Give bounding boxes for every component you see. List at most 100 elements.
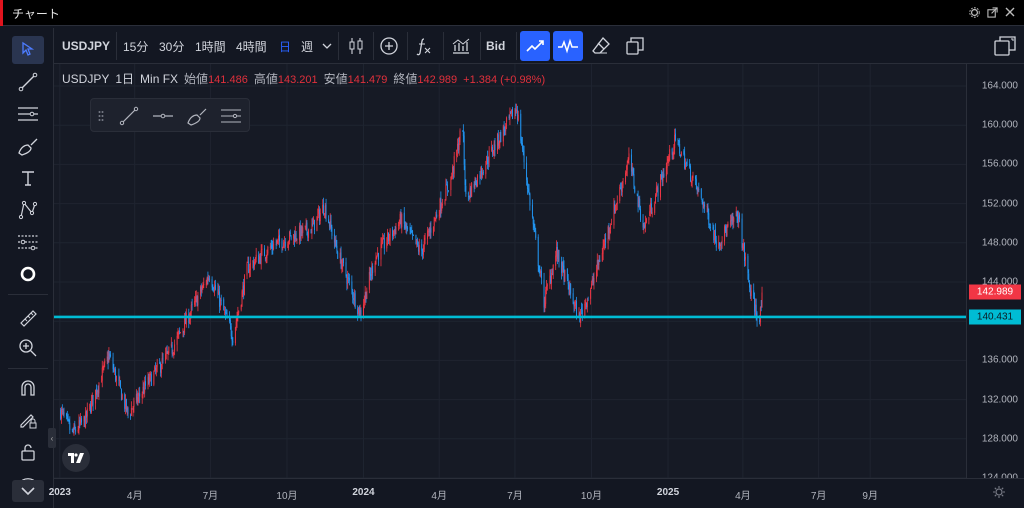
ruler-tool-button[interactable] — [12, 304, 44, 332]
interval-1h-button[interactable]: 1時間 — [195, 39, 226, 54]
float-trend-line-icon[interactable] — [115, 103, 143, 129]
zoom-in-tool-button[interactable] — [12, 334, 44, 362]
candle-body — [217, 289, 219, 295]
text-tool-button[interactable] — [12, 164, 44, 192]
candle-body — [354, 293, 356, 308]
candle-body — [67, 416, 69, 420]
candle-body — [685, 163, 686, 169]
chart-legend: USDJPY 1日 Min FX 始値141.486 高値143.201 安値1… — [62, 70, 545, 87]
candle-body — [410, 231, 412, 232]
lock-drawing-edit-button[interactable] — [12, 406, 44, 434]
price-axis[interactable]: 164.000 160.000 156.000 152.000 148.000 144.0… — [966, 64, 1024, 484]
candle-body — [692, 175, 694, 178]
pulse-chart-icon[interactable] — [553, 31, 583, 61]
trend-chart-icon[interactable] — [520, 31, 550, 61]
interval-15m-button[interactable]: 15分 — [123, 39, 149, 54]
candle-body — [549, 275, 551, 286]
candle-body — [422, 249, 424, 255]
candle-body — [695, 178, 697, 186]
candle-body — [295, 233, 297, 239]
candle-body — [631, 167, 633, 172]
lock-all-button[interactable] — [12, 438, 44, 466]
symbol-search-button[interactable]: USDJPY — [62, 39, 111, 53]
pattern-tool-button[interactable] — [12, 196, 44, 224]
candle-body — [261, 248, 263, 250]
candle-body — [686, 162, 688, 164]
candle-body — [540, 271, 542, 273]
float-horizontal-ray-icon[interactable] — [149, 103, 177, 129]
candle-body — [639, 198, 641, 210]
candle-body — [685, 162, 687, 164]
candle-body — [586, 302, 587, 308]
duplicate-icon[interactable] — [620, 31, 650, 61]
drag-handle-icon[interactable] — [93, 103, 109, 129]
candle-body — [661, 175, 663, 183]
magnet-tool-button[interactable] — [12, 374, 44, 402]
time-axis[interactable]: 2023 4月 7月 10月 2024 4月 7月 10月 2025 4月 7月 9月 — [49, 478, 1024, 508]
eraser-icon[interactable] — [586, 31, 616, 61]
candle-body — [568, 284, 570, 295]
candle-body — [352, 289, 354, 298]
candle-body — [521, 139, 523, 145]
candle-body — [363, 299, 365, 304]
interval-4h-button[interactable]: 4時間 — [236, 39, 267, 54]
horizontal-lines-tool-button[interactable] — [12, 100, 44, 128]
candle-body — [754, 297, 755, 312]
float-lines-icon[interactable] — [217, 103, 245, 129]
indicator-templates-icon[interactable] — [446, 31, 476, 61]
candle-body — [737, 216, 739, 223]
bid-ask-toggle[interactable]: Bid — [486, 39, 506, 53]
candle-body — [341, 264, 343, 269]
chart-pane[interactable] — [54, 64, 966, 478]
settings-icon[interactable] — [968, 5, 980, 19]
brush-tool-button[interactable] — [12, 132, 44, 160]
interval-30m-button[interactable]: 30分 — [159, 39, 185, 54]
legend-low-label: 安値 — [323, 72, 348, 86]
candle-body — [462, 130, 463, 132]
candle-body — [357, 308, 359, 315]
candle-body — [593, 277, 595, 284]
candle-body — [630, 154, 632, 172]
candle-body — [506, 117, 508, 123]
layout-icon[interactable] — [990, 31, 1020, 61]
candle-body — [760, 306, 762, 308]
more-tools-button[interactable] — [12, 480, 44, 502]
candle-body — [224, 310, 226, 311]
indicators-fx-icon[interactable] — [409, 31, 439, 61]
circle-tool-button[interactable] — [12, 260, 44, 288]
candle-body — [502, 126, 504, 142]
candle-body — [324, 205, 326, 213]
candle-body — [742, 246, 744, 249]
legend-symbol[interactable]: USDJPY — [62, 72, 110, 86]
trend-line-tool-button[interactable] — [12, 68, 44, 96]
axis-settings-icon[interactable] — [992, 485, 1006, 504]
candlestick-icon[interactable] — [341, 31, 371, 61]
float-brush-icon[interactable] — [183, 103, 211, 129]
tradingview-logo[interactable] — [62, 444, 90, 472]
candle-body — [634, 186, 636, 193]
collapse-toolbar-button[interactable]: ‹ — [48, 428, 56, 448]
interval-weekly-button[interactable]: 週 — [301, 39, 314, 54]
candle-body — [288, 241, 290, 244]
candle-body — [632, 168, 634, 174]
legend-close-value: 142.989 — [417, 74, 458, 86]
candle-body — [185, 312, 187, 325]
candle-body — [487, 163, 489, 164]
candle-body — [405, 224, 407, 228]
interval-dropdown[interactable] — [322, 28, 332, 64]
price-tick-label: 148.000 — [981, 237, 1018, 249]
candle-body — [504, 129, 506, 132]
close-icon[interactable] — [1004, 5, 1016, 19]
candle-body — [61, 408, 63, 411]
compare-add-icon[interactable] — [374, 31, 404, 61]
chevron-down-icon — [322, 43, 332, 49]
interval-daily-button[interactable]: 日 — [279, 39, 292, 54]
candle-body — [399, 214, 401, 223]
candle-body — [293, 235, 295, 243]
measure-range-tool-button[interactable] — [12, 228, 44, 256]
popout-icon[interactable] — [986, 5, 998, 19]
candle-body — [651, 212, 653, 215]
crosshair-tool-button[interactable] — [12, 36, 44, 64]
candle-body — [179, 331, 181, 332]
